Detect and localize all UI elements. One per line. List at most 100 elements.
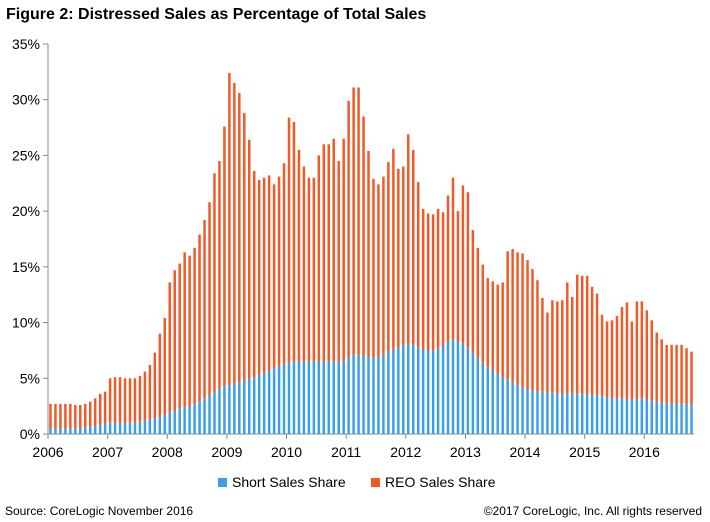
bar-reo-sales [521, 253, 524, 388]
bar-short-sales [580, 393, 584, 434]
bar-short-sales [546, 392, 549, 434]
bar-short-sales [566, 393, 569, 434]
bar-short-sales [54, 428, 57, 434]
legend-item-short-sales: Short Sales Share [218, 474, 346, 490]
bar-reo-sales [620, 306, 624, 399]
bar-short-sales [590, 395, 594, 434]
chart-bars [49, 72, 693, 434]
x-tick-label: 2009 [211, 444, 242, 460]
bar-short-sales [272, 368, 276, 434]
bar-reo-sales [193, 247, 196, 404]
bar-short-sales [630, 399, 634, 434]
bar-reo-sales [571, 296, 574, 394]
bar-short-sales [347, 357, 350, 434]
bar-short-sales [620, 398, 624, 434]
bar-reo-sales [501, 282, 504, 378]
bar-reo-sales [421, 208, 425, 350]
bar-reo-sales [143, 371, 147, 421]
x-tick-label: 2014 [509, 444, 540, 460]
bar-short-sales [506, 379, 509, 434]
bar-short-sales [471, 352, 475, 434]
y-tick-label: 5% [20, 370, 40, 386]
y-tick-label: 10% [12, 315, 40, 331]
bar-short-sales [307, 361, 311, 434]
bar-short-sales [551, 392, 554, 434]
bar-reo-sales [446, 195, 450, 342]
bar-short-sales [267, 370, 271, 434]
bar-reo-sales [536, 280, 539, 392]
bar-short-sales [208, 395, 211, 434]
bar-short-sales [605, 397, 609, 434]
bar-short-sales [88, 427, 92, 434]
bar-reo-sales [387, 162, 390, 352]
bar-reo-sales [561, 300, 564, 394]
bar-short-sales [243, 380, 246, 434]
bar-reo-sales [600, 314, 604, 397]
legend-label-short-sales: Short Sales Share [232, 474, 346, 490]
bar-reo-sales [690, 351, 693, 406]
bar-short-sales [143, 420, 147, 434]
bar-reo-sales [551, 300, 554, 393]
bar-short-sales [282, 363, 286, 434]
bar-short-sales [173, 410, 176, 434]
bar-short-sales [84, 427, 87, 434]
bar-reo-sales [407, 134, 410, 344]
bar-reo-sales [272, 184, 276, 369]
y-tick-label: 35% [12, 36, 40, 52]
bar-reo-sales [337, 161, 340, 362]
bar-reo-sales [252, 171, 256, 378]
bar-short-sales [441, 345, 445, 434]
bar-reo-sales [685, 348, 688, 404]
bar-short-sales [392, 349, 395, 434]
bar-reo-sales [213, 173, 216, 392]
bar-short-sales [93, 426, 97, 434]
bar-reo-sales [526, 260, 529, 390]
bar-short-sales [640, 398, 644, 434]
bar-reo-sales [64, 403, 67, 429]
chart-title: Figure 2: Distressed Sales as Percentage… [6, 6, 427, 23]
bar-reo-sales [426, 213, 430, 351]
bar-reo-sales [456, 211, 460, 342]
bar-reo-sales [372, 178, 375, 358]
bar-short-sales [213, 391, 216, 434]
bar-short-sales [675, 403, 678, 434]
bar-short-sales [416, 347, 420, 434]
bar-reo-sales [615, 315, 619, 399]
bar-short-sales [337, 361, 340, 434]
bar-reo-sales [243, 113, 246, 381]
x-tick-label: 2013 [450, 444, 481, 460]
bar-short-sales [163, 415, 167, 434]
bar-short-sales [228, 384, 231, 434]
bar-short-sales [277, 366, 281, 434]
bar-reo-sales [138, 376, 142, 422]
bar-short-sales [595, 395, 599, 434]
bar-reo-sales [292, 122, 296, 362]
bar-reo-sales [98, 393, 102, 426]
bar-reo-sales [84, 403, 87, 428]
bar-short-sales [451, 339, 455, 434]
bar-short-sales [476, 358, 480, 434]
bar-short-sales [287, 362, 291, 434]
bar-reo-sales [595, 293, 599, 395]
bar-reo-sales [173, 270, 176, 411]
bar-reo-sales [640, 301, 644, 399]
bar-short-sales [426, 350, 430, 434]
bar-short-sales [223, 386, 226, 434]
bar-reo-sales [103, 391, 107, 424]
bar-reo-sales [178, 263, 181, 409]
bar-short-sales [113, 422, 117, 434]
bar-reo-sales [188, 255, 191, 407]
bar-short-sales [680, 403, 683, 434]
bar-reo-sales [123, 378, 127, 423]
bar-reo-sales [436, 208, 440, 350]
bar-short-sales [123, 422, 127, 434]
bar-reo-sales [332, 138, 335, 362]
bar-reo-sales [511, 249, 514, 383]
legend-swatch-reo-sales [371, 477, 380, 487]
bar-reo-sales [198, 234, 201, 402]
bar-short-sales [183, 407, 186, 434]
bar-reo-sales [580, 275, 584, 394]
bar-short-sales [431, 350, 435, 434]
bar-short-sales [466, 348, 470, 434]
bar-reo-sales [233, 83, 236, 384]
